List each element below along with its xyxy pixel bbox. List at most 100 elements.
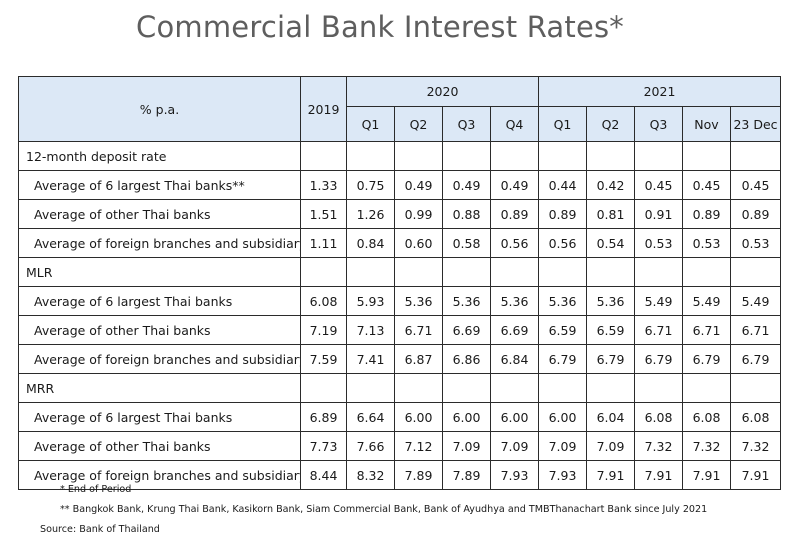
empty-cell bbox=[394, 141, 443, 171]
row-label: Average of foreign branches and subsidia… bbox=[18, 228, 301, 258]
rate-value-cell: 6.69 bbox=[442, 315, 491, 345]
empty-cell bbox=[586, 373, 635, 403]
table-row: Average of other Thai banks 1.51 1.26 0.99 0… bbox=[18, 199, 781, 229]
rate-value-cell: 0.88 bbox=[442, 199, 491, 229]
table-row: Average of 6 largest Thai banks 6.08 5.93 5… bbox=[18, 286, 781, 316]
rate-value-cell: 7.93 bbox=[538, 460, 587, 490]
row-label: Average of other Thai banks bbox=[18, 431, 301, 461]
rate-value-cell: 7.12 bbox=[394, 431, 443, 461]
empty-cell bbox=[394, 257, 443, 287]
empty-cell bbox=[682, 373, 731, 403]
rate-value-cell: 6.71 bbox=[682, 315, 731, 345]
rate-value-cell: 6.69 bbox=[490, 315, 539, 345]
rate-value-cell: 1.26 bbox=[346, 199, 395, 229]
year-2020-header: 2020 bbox=[346, 76, 539, 107]
table-row: Average of other Thai banks 7.19 7.13 6.71 6… bbox=[18, 315, 781, 345]
rate-value-cell: 1.51 bbox=[300, 199, 347, 229]
rate-value-cell: 0.89 bbox=[538, 199, 587, 229]
empty-cell bbox=[442, 141, 491, 171]
rate-value-cell: 7.32 bbox=[634, 431, 683, 461]
rate-value-cell: 0.89 bbox=[730, 199, 781, 229]
rate-value-cell: 0.75 bbox=[346, 170, 395, 200]
rate-value-cell: 6.00 bbox=[490, 402, 539, 432]
rate-value-cell: 7.93 bbox=[490, 460, 539, 490]
empty-cell bbox=[586, 141, 635, 171]
rate-value-cell: 6.87 bbox=[394, 344, 443, 374]
section-title: MLR bbox=[18, 257, 301, 287]
section-header-row: MRR bbox=[18, 373, 781, 403]
rate-value-cell: 7.09 bbox=[442, 431, 491, 461]
empty-cell bbox=[346, 373, 395, 403]
row-label: Average of 6 largest Thai banks bbox=[18, 286, 301, 316]
table-row: Average of foreign branches and subsidia… bbox=[18, 344, 781, 374]
rate-value-cell: 8.32 bbox=[346, 460, 395, 490]
rate-value-cell: 6.86 bbox=[442, 344, 491, 374]
rate-value-cell: 7.91 bbox=[586, 460, 635, 490]
rate-value-cell: 5.49 bbox=[682, 286, 731, 316]
rate-value-cell: 0.42 bbox=[586, 170, 635, 200]
rate-value-cell: 0.53 bbox=[634, 228, 683, 258]
period-header-2020-q1: Q1 bbox=[346, 106, 395, 142]
rate-value-cell: 1.33 bbox=[300, 170, 347, 200]
rate-value-cell: 0.81 bbox=[586, 199, 635, 229]
rate-value-cell: 0.60 bbox=[394, 228, 443, 258]
empty-cell bbox=[442, 373, 491, 403]
rate-value-cell: 7.91 bbox=[634, 460, 683, 490]
empty-cell bbox=[394, 373, 443, 403]
rate-value-cell: 0.49 bbox=[442, 170, 491, 200]
empty-cell bbox=[730, 373, 781, 403]
rate-value-cell: 6.84 bbox=[490, 344, 539, 374]
table-body: 12-month deposit rate Average of 6 larges… bbox=[18, 141, 781, 490]
rate-value-cell: 0.56 bbox=[538, 228, 587, 258]
rate-value-cell: 6.89 bbox=[300, 402, 347, 432]
empty-cell bbox=[538, 373, 587, 403]
table-row: Average of 6 largest Thai banks 6.89 6.64 6… bbox=[18, 402, 781, 432]
period-header-2021-q2: Q2 bbox=[586, 106, 635, 142]
rate-value-cell: 0.45 bbox=[682, 170, 731, 200]
row-label: Average of other Thai banks bbox=[18, 199, 301, 229]
page-title: Commercial Bank Interest Rates* bbox=[136, 10, 624, 44]
period-header-2021-nov: Nov bbox=[682, 106, 731, 142]
rate-value-cell: 5.36 bbox=[586, 286, 635, 316]
rate-value-cell: 0.89 bbox=[682, 199, 731, 229]
empty-cell bbox=[634, 257, 683, 287]
unit-header: % p.a. bbox=[18, 76, 301, 142]
period-header-row: Q1 Q2 Q3 Q4 Q1 Q2 Q3 Nov 23 Dec bbox=[19, 106, 781, 142]
rate-value-cell: 0.58 bbox=[442, 228, 491, 258]
rate-value-cell: 0.45 bbox=[634, 170, 683, 200]
row-label: Average of foreign branches and subsidia… bbox=[18, 344, 301, 374]
rate-value-cell: 5.36 bbox=[490, 286, 539, 316]
empty-cell bbox=[490, 373, 539, 403]
rate-value-cell: 7.91 bbox=[682, 460, 731, 490]
row-label: Average of 6 largest Thai banks bbox=[18, 402, 301, 432]
rate-value-cell: 0.49 bbox=[394, 170, 443, 200]
rate-value-cell: 7.89 bbox=[442, 460, 491, 490]
rate-value-cell: 7.91 bbox=[730, 460, 781, 490]
rate-value-cell: 6.59 bbox=[586, 315, 635, 345]
empty-cell bbox=[730, 257, 781, 287]
empty-cell bbox=[682, 141, 731, 171]
rate-value-cell: 6.00 bbox=[394, 402, 443, 432]
empty-cell bbox=[682, 257, 731, 287]
period-header-2021-23-dec: 23 Dec bbox=[730, 106, 781, 142]
rate-value-cell: 7.13 bbox=[346, 315, 395, 345]
empty-cell bbox=[538, 257, 587, 287]
rate-value-cell: 5.49 bbox=[634, 286, 683, 316]
empty-cell bbox=[300, 257, 347, 287]
period-header-2021-q3: Q3 bbox=[634, 106, 683, 142]
rate-value-cell: 6.79 bbox=[730, 344, 781, 374]
rate-value-cell: 0.45 bbox=[730, 170, 781, 200]
rate-value-cell: 6.71 bbox=[394, 315, 443, 345]
rate-value-cell: 6.71 bbox=[634, 315, 683, 345]
rate-value-cell: 5.93 bbox=[346, 286, 395, 316]
section-header-row: MLR bbox=[18, 257, 781, 287]
rate-value-cell: 0.53 bbox=[730, 228, 781, 258]
empty-cell bbox=[490, 141, 539, 171]
empty-cell bbox=[538, 141, 587, 171]
rate-value-cell: 6.79 bbox=[634, 344, 683, 374]
empty-cell bbox=[586, 257, 635, 287]
interest-rates-table: % p.a. 2019 2020 2021 Q1 Q2 Q3 Q4 Q1 Q2 Q3 Nov 2… bbox=[18, 76, 781, 490]
table-row: Average of other Thai banks 7.73 7.66 7.12 7… bbox=[18, 431, 781, 461]
section-title: MRR bbox=[18, 373, 301, 403]
rate-value-cell: 7.59 bbox=[300, 344, 347, 374]
